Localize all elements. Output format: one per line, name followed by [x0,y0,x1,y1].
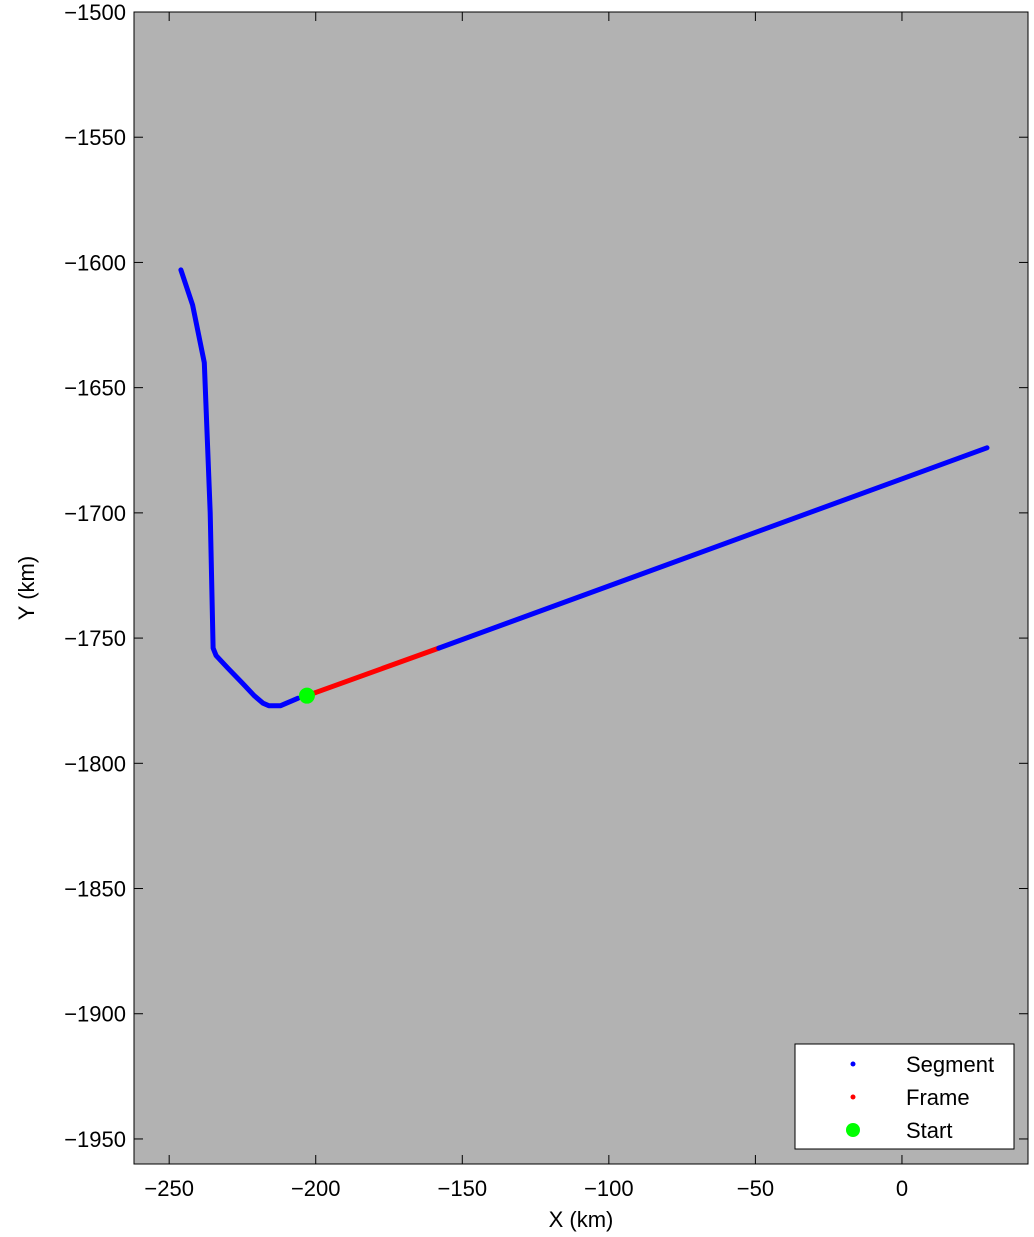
legend-label-segment: Segment [906,1052,994,1077]
y-tick-label: −1650 [64,376,126,401]
frame-line [304,645,442,699]
y-tick-label: −1900 [64,1002,126,1027]
axis-ticks: −250 −200 −150 −100 −50 0 −1500 −1550 −1600 −1650… [64,0,1028,1201]
x-tick-label: −100 [584,1176,634,1201]
series-markers [298,687,315,704]
y-tick-label: −1500 [64,0,126,25]
x-tick-label: −200 [291,1176,341,1201]
legend-label-start: Start [906,1118,952,1143]
y-axis-label: Y (km) [14,556,39,620]
legend-marker-segment [850,1061,856,1067]
x-axis-label: X (km) [549,1207,614,1232]
x-tick-label: −250 [144,1176,194,1201]
plot-area [133,11,1029,1165]
start-point-marker [298,687,315,704]
y-tick-label: −1800 [64,751,126,776]
legend-label-frame: Frame [906,1085,970,1110]
y-tick-label: −1700 [64,501,126,526]
x-tick-label: −50 [737,1176,774,1201]
legend-marker-start [846,1123,860,1137]
series-lines [178,267,990,709]
y-tick-label: −1600 [64,250,126,275]
y-tick-label: −1950 [64,1127,126,1152]
y-tick-label: −1550 [64,125,126,150]
legend-marker-frame [850,1094,856,1100]
x-tick-label: 0 [896,1176,908,1201]
segment-line [178,267,301,709]
segment-continuation-line [436,445,990,651]
y-tick-label: −1750 [64,626,126,651]
x-tick-label: −150 [438,1176,488,1201]
y-tick-label: −1850 [64,877,126,902]
legend: Segment Frame Start [794,1043,1015,1150]
legend-box [794,1043,1015,1150]
